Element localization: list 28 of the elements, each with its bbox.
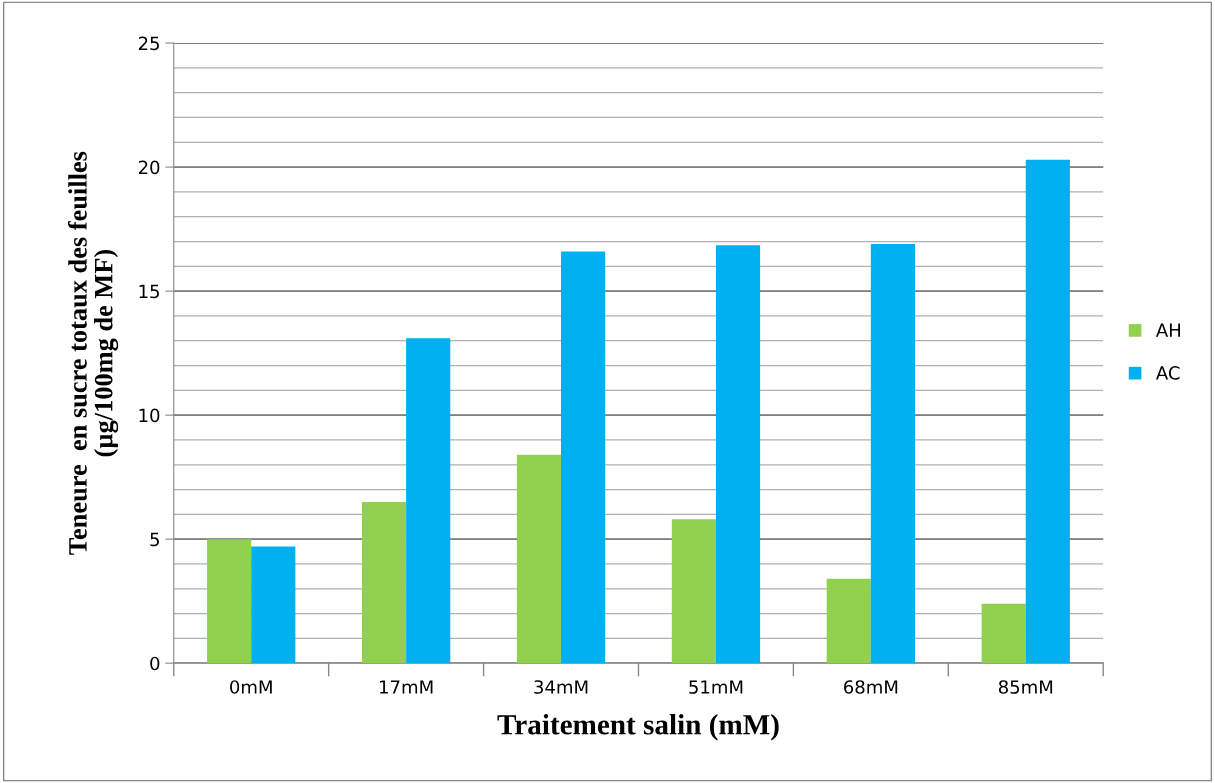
- legend-label: AH: [1155, 323, 1180, 337]
- bar: [361, 501, 407, 664]
- y-tick-label: 0: [150, 656, 160, 671]
- legend-label: AC: [1155, 366, 1180, 380]
- x-tick-label: 17mM: [380, 680, 433, 694]
- y-tick-label: 10: [139, 408, 160, 423]
- y-tick-label: 5: [150, 532, 159, 547]
- x-tick-label: 85mM: [998, 680, 1053, 694]
- bar: [826, 578, 871, 664]
- bar: [406, 338, 451, 664]
- bar: [516, 454, 562, 664]
- bar: [671, 519, 716, 664]
- x-tick-label: 51mM: [689, 680, 743, 694]
- x-tick-label: 0mM: [230, 680, 272, 694]
- y-tick-label: 20: [138, 160, 160, 175]
- bar: [981, 603, 1026, 664]
- x-tick-label: 34mM: [534, 680, 588, 694]
- bar: [870, 243, 915, 664]
- y-tick-label: 15: [139, 284, 159, 299]
- y-axis-title: Teneure en sucre totaux des feuilles (µg/100mg de MF): [67, 151, 119, 555]
- bar: [251, 546, 296, 664]
- bar: [1025, 159, 1070, 664]
- x-tick-label: 68mM: [844, 680, 898, 694]
- x-axis-title: Traitement salin (mM): [497, 714, 779, 741]
- bar: [561, 251, 606, 664]
- y-tick-label: 25: [138, 36, 159, 51]
- bar: [207, 539, 252, 664]
- bar: [715, 245, 761, 664]
